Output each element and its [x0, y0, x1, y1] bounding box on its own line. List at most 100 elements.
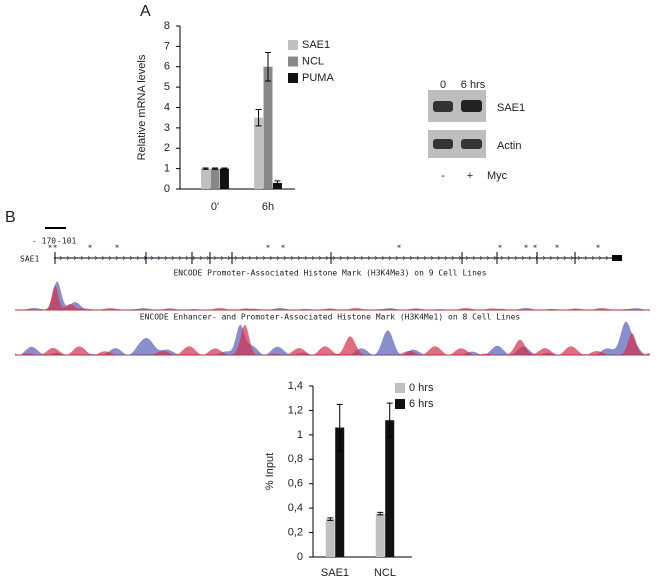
y-tick-label: 6	[164, 61, 170, 73]
strand-arrow	[556, 255, 560, 261]
strand-arrow	[542, 255, 546, 261]
strand-arrow	[122, 255, 126, 261]
signal	[15, 321, 650, 355]
strand-arrow	[59, 255, 63, 261]
strand-arrow	[115, 255, 119, 261]
strand-arrow	[73, 255, 77, 261]
lane-label: 6 hrs	[461, 79, 486, 91]
y-tick-label: 0,8	[288, 453, 303, 465]
strand-arrow	[423, 255, 427, 261]
strand-arrow	[584, 255, 588, 261]
legend-label: NCL	[302, 55, 324, 67]
strand-arrow	[367, 255, 371, 261]
asterisk: *	[266, 244, 271, 253]
position-label: - 170	[32, 237, 56, 246]
bar	[385, 420, 395, 557]
strand-arrow	[157, 255, 161, 261]
error-bar	[386, 402, 393, 438]
strand-arrow	[591, 255, 595, 261]
signal	[15, 324, 650, 355]
strand-arrow	[374, 255, 378, 261]
strand-arrow	[339, 255, 343, 261]
strand-arrow	[528, 255, 532, 261]
error-bar	[327, 517, 334, 521]
strand-arrow	[563, 255, 567, 261]
error-bar	[221, 167, 228, 170]
strand-arrow	[213, 255, 217, 261]
strand-arrow	[360, 255, 364, 261]
strand-arrow	[472, 255, 476, 261]
strand-arrow	[192, 255, 196, 261]
y-tick-label: 3	[164, 122, 170, 134]
strand-arrow	[80, 255, 84, 261]
asterisk: *	[498, 244, 503, 253]
asterisk: *	[555, 244, 560, 253]
strand-arrow	[507, 255, 511, 261]
asterisk: *	[533, 244, 538, 253]
strand-arrow	[570, 255, 574, 261]
legend-swatch	[288, 40, 298, 50]
bar	[219, 168, 229, 189]
y-tick-label: 8	[164, 20, 170, 32]
bar	[272, 182, 282, 189]
lane-label: 0	[440, 79, 446, 91]
y-tick-label: 1	[297, 429, 303, 441]
strand-arrow	[108, 255, 112, 261]
blot-band	[433, 101, 453, 112]
bar	[263, 66, 273, 189]
treatment-name: Myc	[487, 170, 508, 182]
strand-arrow	[171, 255, 175, 261]
y-tick-label: 1	[164, 163, 170, 175]
blot-band	[433, 139, 453, 149]
legend-swatch	[288, 73, 298, 83]
strand-arrow	[577, 255, 581, 261]
blot-label: SAE1	[497, 102, 525, 114]
blot-band	[461, 100, 482, 112]
error-bar	[274, 180, 281, 186]
y-axis-label: % Input	[264, 453, 276, 490]
asterisk: *	[53, 244, 58, 253]
strand-arrow	[409, 255, 413, 261]
legend-swatch	[395, 399, 405, 409]
legend-swatch	[395, 383, 405, 393]
y-tick-label: 0,2	[288, 526, 303, 538]
strand-arrow	[129, 255, 133, 261]
y-tick-label: 1,4	[288, 380, 303, 392]
strand-arrow	[220, 255, 224, 261]
asterisk: *	[115, 244, 120, 253]
blot-label: Actin	[497, 140, 521, 152]
strand-arrow	[514, 255, 518, 261]
strand-arrow	[150, 255, 154, 261]
legend-label: SAE1	[302, 39, 330, 51]
bar	[325, 519, 335, 557]
strand-arrow	[66, 255, 70, 261]
strand-arrow	[297, 255, 301, 261]
strand-arrow	[255, 255, 259, 261]
bar	[254, 117, 264, 189]
strand-arrow	[605, 255, 609, 261]
exon	[612, 255, 622, 261]
error-bar	[377, 511, 384, 516]
strand-arrow	[416, 255, 420, 261]
strand-arrow	[381, 255, 385, 261]
strand-arrow	[206, 255, 210, 261]
strand-arrow	[402, 255, 406, 261]
strand-arrow	[353, 255, 357, 261]
strand-arrow	[486, 255, 490, 261]
strand-arrow	[311, 255, 315, 261]
bar	[201, 168, 211, 189]
strand-arrow	[493, 255, 497, 261]
asterisk: *	[596, 244, 601, 253]
strand-arrow	[262, 255, 266, 261]
strand-arrow	[395, 255, 399, 261]
x-tick-label: 0'	[211, 201, 219, 213]
strand-arrow	[346, 255, 350, 261]
error-bar	[202, 167, 209, 170]
signal	[15, 281, 650, 310]
strand-arrow	[549, 255, 553, 261]
error-bar	[255, 109, 262, 127]
asterisk: *	[48, 244, 53, 253]
strand-arrow	[241, 255, 245, 261]
signal	[15, 284, 650, 310]
strand-arrow	[444, 255, 448, 261]
